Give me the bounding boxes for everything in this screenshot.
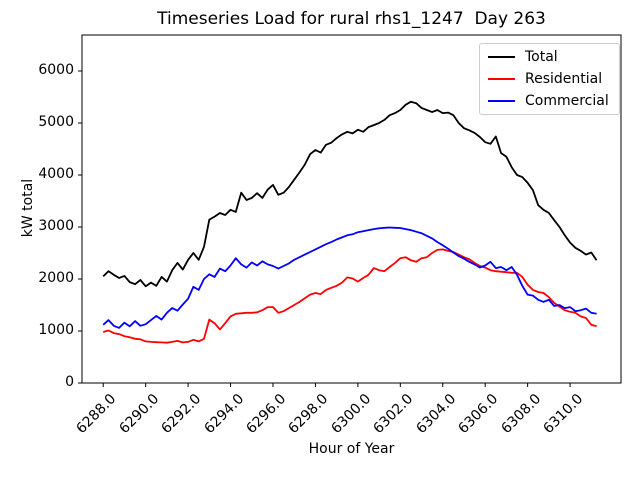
y-tick-label: 5000 — [38, 113, 74, 130]
legend-line-total-icon — [488, 56, 515, 58]
y-tick-label: 0 — [65, 374, 74, 390]
x-axis-label: Hour of Year — [308, 441, 395, 457]
legend-item-commercial: Commercial — [480, 90, 619, 112]
total-line — [102, 100, 598, 288]
legend: Total Residential Commercial — [479, 43, 620, 115]
legend-line-commercial-icon — [488, 100, 515, 102]
legend-label-total: Total — [525, 49, 558, 65]
legend-line-residential-icon — [488, 78, 515, 80]
y-tick-label: 6000 — [38, 61, 74, 78]
chart-title: Timeseries Load for rural rhs1_1247 Day … — [157, 9, 546, 29]
y-tick-label: 2000 — [38, 269, 74, 286]
commercial-line — [102, 226, 597, 329]
legend-item-total: Total — [480, 46, 619, 68]
y-tick-label: 1000 — [38, 321, 74, 338]
legend-label-commercial: Commercial — [525, 93, 609, 109]
y-tick-label: 3000 — [38, 217, 74, 234]
legend-item-residential: Residential — [480, 68, 619, 90]
y-tick-label: 4000 — [38, 165, 74, 182]
plot-frame — [81, 34, 622, 384]
residential-line — [102, 248, 597, 344]
legend-label-residential: Residential — [525, 71, 603, 87]
